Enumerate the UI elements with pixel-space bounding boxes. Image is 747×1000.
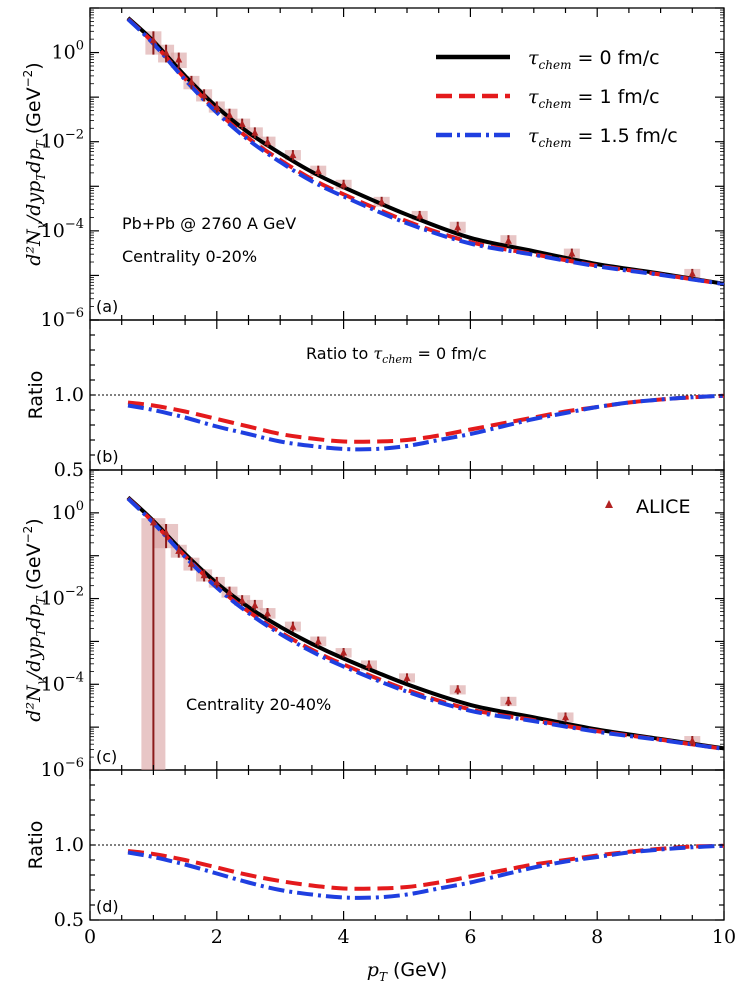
data-point-(c)-9 (264, 609, 272, 617)
data-point-(a)-12 (340, 180, 348, 188)
data-point-(a)-13 (378, 197, 386, 205)
panel-c-frame (89, 469, 725, 771)
data-point-(c)-17 (562, 713, 569, 721)
ratio-title-post: = 0 fm/c (412, 344, 486, 363)
data-point-(a)-10 (289, 151, 297, 159)
legend: τchem = 0 fm/c τchem = 1 fm/c τchem = 1.… (436, 47, 678, 150)
ytick-label-(a)-1: 10−4 (41, 217, 84, 242)
panel-tag-a: (a) (96, 297, 118, 316)
data-point-(c)-14 (403, 674, 411, 682)
data-point-(a)-15 (454, 223, 462, 231)
ytick-label-(d)-1: 1.0 (54, 834, 84, 856)
legend-label-alice: ALICE (636, 496, 690, 518)
data-point-(c)-0 (149, 518, 157, 526)
data-point-(c)-13 (365, 661, 373, 669)
data-point-(a)-8 (251, 128, 259, 136)
ratio-title: Ratio to τchem = 0 fm/c (306, 344, 487, 366)
legend-label-tau1: τchem = 1 fm/c (528, 86, 660, 111)
legend-label-tau15: τchem = 1.5 fm/c (528, 125, 678, 150)
xtick-label-3: 6 (464, 926, 476, 948)
xtick-label-5: 10 (712, 926, 736, 948)
data-points-layer (149, 31, 696, 770)
data-point-(a)-6 (225, 110, 233, 118)
data-point-(a)-1 (162, 48, 170, 56)
xtick-label-1: 2 (211, 926, 223, 948)
ytick-label-(b)-1: 1.0 (54, 384, 84, 406)
ytick-label-(c)-2: 10−2 (41, 585, 84, 610)
collision-annotation: Pb+Pb @ 2760 A GeV (122, 214, 296, 233)
data-point-(c)-8 (251, 601, 259, 609)
data-point-(a)-9 (264, 137, 272, 145)
data-point-(c)-3 (187, 559, 195, 567)
series-(d)-0 (127, 843, 725, 891)
data-point-(a)-2 (175, 55, 183, 63)
ytick-label-(a)-2: 10−2 (41, 128, 84, 153)
series-(d)-1 (127, 843, 725, 900)
centrality-annotation-c: Centrality 20-40% (186, 695, 331, 714)
data-point-(a)-0 (149, 36, 157, 44)
ylabel-panel-c: d²Nγ/dypTdpT (GeV−2) (21, 518, 48, 721)
ylabel-panel-d: Ratio (25, 821, 47, 870)
ticks-layer: 10−610−410−21000.51.010−610−410−21000.51… (41, 7, 736, 948)
centrality-annotation-a: Centrality 0-20% (122, 247, 257, 266)
xtick-label-4: 8 (591, 926, 603, 948)
panel-tag-b: (b) (96, 447, 119, 466)
xlabel: pT (GeV) (367, 959, 447, 984)
ratio-title-math: τ (373, 344, 383, 363)
legend-marker-alice (605, 500, 613, 508)
ratio-title-pre: Ratio to (306, 344, 373, 363)
legend-label-tau0: τchem = 0 fm/c (528, 47, 660, 72)
panel-tag-d: (d) (96, 897, 119, 916)
xtick-label-2: 4 (338, 926, 350, 948)
data-point-(a)-16 (504, 236, 512, 244)
ylabel-panel-a: d²Nγ/dypTdpT (GeV−2) (21, 62, 48, 265)
data-point-(a)-18 (688, 269, 696, 277)
ytick-label-(a)-3: 100 (52, 39, 84, 64)
data-point-(c)-11 (314, 637, 322, 645)
series-(b)-1 (127, 393, 725, 452)
data-point-(a)-17 (568, 249, 576, 257)
data-point-(a)-14 (416, 211, 424, 219)
data-point-(a)-5 (213, 103, 221, 111)
data-point-(a)-11 (314, 167, 322, 175)
data-point-(c)-4 (200, 571, 208, 579)
ylabel-panel-b: Ratio (25, 371, 47, 420)
data-point-(c)-7 (238, 596, 246, 604)
data-point-(c)-12 (340, 648, 348, 656)
data-point-(a)-4 (200, 91, 208, 99)
data-point-(c)-2 (175, 546, 183, 554)
ytick-label-(d)-0: 0.5 (54, 909, 84, 931)
data-point-(c)-1 (162, 528, 170, 536)
data-point-(c)-15 (454, 685, 462, 693)
ytick-label-(c)-0: 10−6 (41, 756, 84, 781)
series-(b)-0 (127, 393, 725, 444)
ytick-label-(c)-1: 10−4 (41, 670, 84, 695)
data-point-(a)-3 (187, 77, 195, 85)
ytick-label-(b)-0: 0.5 (54, 459, 84, 481)
ytick-label-(a)-0: 10−6 (41, 306, 84, 331)
data-point-(c)-18 (688, 736, 696, 744)
data-point-(a)-7 (238, 119, 246, 127)
panel-tag-c: (c) (96, 747, 117, 766)
ytick-label-(c)-3: 100 (52, 499, 84, 524)
data-point-(c)-10 (289, 622, 297, 630)
data-point-(c)-6 (225, 588, 233, 596)
data-point-(c)-5 (213, 578, 221, 586)
xtick-label-0: 0 (84, 926, 96, 948)
ratio-title-sub: chem (382, 353, 412, 366)
data-point-(c)-16 (504, 697, 512, 705)
